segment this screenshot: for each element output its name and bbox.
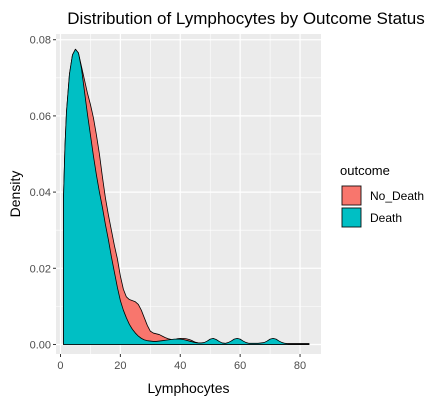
legend-label-no-death: No_Death bbox=[370, 189, 424, 203]
legend: outcome No_Death Death bbox=[340, 163, 424, 228]
axis-ticks: 0 20 40 60 80 0.00 0.02 0.04 0.06 0.08 bbox=[30, 35, 307, 372]
y-tick-label: 0.04 bbox=[30, 187, 51, 199]
legend-title: outcome bbox=[340, 163, 390, 178]
y-tick-label: 0.00 bbox=[30, 339, 51, 351]
legend-key-death bbox=[341, 207, 362, 228]
density-area-death bbox=[63, 48, 310, 345]
x-tick-label: 20 bbox=[114, 360, 126, 372]
x-axis-title: Lymphocytes bbox=[148, 380, 230, 396]
y-tick-label: 0.08 bbox=[30, 35, 51, 47]
legend-label-death: Death bbox=[370, 211, 402, 225]
x-tick-label: 80 bbox=[294, 360, 306, 372]
y-axis-title: Density bbox=[7, 171, 23, 218]
y-tick-label: 0.06 bbox=[30, 111, 51, 123]
x-tick-label: 0 bbox=[57, 360, 63, 372]
density-series bbox=[63, 48, 310, 345]
x-tick-label: 40 bbox=[174, 360, 186, 372]
y-tick-label: 0.02 bbox=[30, 263, 51, 275]
x-tick-label: 60 bbox=[234, 360, 246, 372]
legend-key-no-death bbox=[341, 185, 362, 206]
chart-title: Distribution of Lymphocytes by Outcome S… bbox=[67, 9, 424, 28]
